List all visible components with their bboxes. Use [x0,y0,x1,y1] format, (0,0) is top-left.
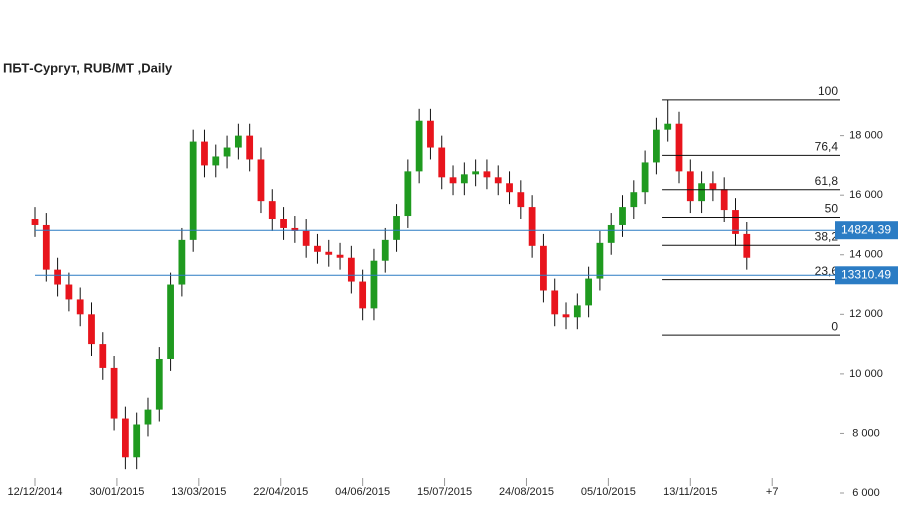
candle-body [167,284,174,359]
candle-body [201,141,208,166]
candle-body [438,147,446,178]
chart-title: ПБТ-Сургут, RUB/MT ,Daily [3,60,173,75]
candle-body [449,177,457,184]
x-tick-label: 24/08/2015 [499,486,554,498]
candle-body [585,278,593,306]
candle-body [393,216,400,240]
y-tick-label: 18 000 [849,130,883,142]
candle-body [65,284,73,300]
y-tick-label: 10 000 [849,368,883,380]
candle-body [720,189,728,211]
x-tick-label: 13/03/2015 [171,486,226,498]
fib-label: 23,6 [815,264,839,278]
candle-body [664,123,672,130]
candle-body [381,239,389,261]
candle-body [347,257,355,282]
candle-body [42,224,50,270]
candle-body [483,171,491,178]
candle-body [336,254,344,258]
candle-body [427,120,434,148]
y-tick-label: 14 000 [849,249,883,261]
candle-body [325,251,333,255]
candle-body [460,174,468,184]
fib-label: 0 [831,319,838,333]
candle-body [189,141,197,240]
candle-body [562,314,570,318]
candle-body [517,192,525,208]
x-tick-label: 04/06/2015 [335,486,390,498]
candle-body [630,192,638,208]
candle-body [415,120,423,172]
candle-body [359,281,367,309]
candle-body [110,367,118,419]
candle-body [144,409,152,425]
x-tick-label: 15/07/2015 [417,486,472,498]
fib-label: 100 [818,84,838,98]
fib-label: 61,8 [815,174,839,188]
x-tick-label: 22/04/2015 [253,486,308,498]
candle-body [472,171,480,175]
y-tick-label: 16 000 [849,189,883,201]
candle-body [268,201,276,220]
fib-label: 76,4 [815,140,839,154]
candle-body [302,230,310,246]
level-label: 13310.49 [841,267,891,281]
x-tick-label: 12/12/2014 [7,486,62,498]
candle-body [698,183,705,202]
level-label: 14824.39 [841,222,891,236]
candle-body [732,210,739,234]
level-box [835,221,898,240]
x-tick-label: 05/10/2015 [581,486,636,498]
candle-body [246,135,254,160]
x-tick-label: 30/01/2015 [89,486,144,498]
candle-body [314,245,321,252]
fib-label: 50 [825,202,839,216]
candle-body [99,344,107,368]
candle-body [223,147,231,157]
candle-body [31,219,39,225]
candle-body [54,269,61,285]
candle-body [506,183,513,193]
candle-body [641,162,649,193]
candle-body [404,171,412,217]
candle-body [212,156,220,166]
candle-body [121,418,129,458]
candle-body [88,314,95,345]
candle-body [528,207,536,246]
y-tick-label: 8 000 [852,427,880,439]
candle-body [155,358,163,410]
candle-body [178,239,186,285]
candle-body [280,219,287,228]
candle-body [573,305,581,318]
candle-body [596,242,604,279]
y-tick-label: 6 000 [852,487,880,499]
candle-body [551,290,559,315]
candle-body [133,424,141,458]
candle-body [743,233,751,258]
candle-body [607,224,615,243]
x-tick-label: 13/11/2015 [663,486,717,498]
candle-body [709,183,717,190]
candle-body [370,260,378,309]
candle-body [653,129,660,163]
candle-body [76,299,84,315]
candle-body [619,207,626,225]
candle-body [540,245,547,291]
fib-label: 38,2 [815,229,839,243]
candle-body [234,135,242,148]
level-box [835,266,898,285]
candle-body [675,123,683,172]
y-tick-label: 12 000 [849,308,883,320]
candle-body [686,171,694,202]
candle-body [257,159,265,202]
candle-body [494,177,502,184]
candle-body [291,227,299,231]
x-tick-label: +7 [766,486,779,498]
